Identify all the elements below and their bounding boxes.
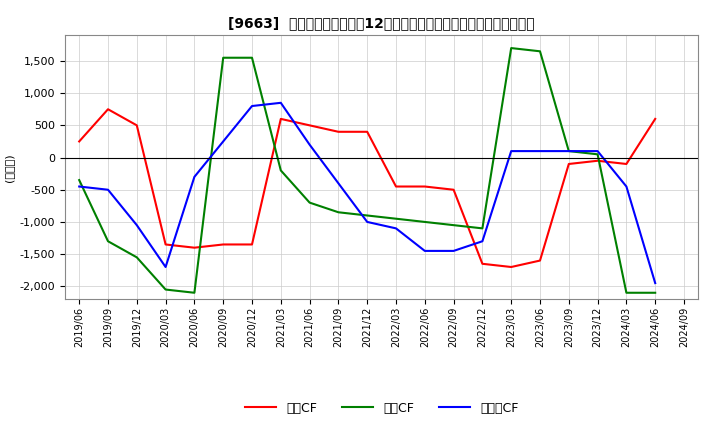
- フリーCF: [392, 226, 400, 231]
- フリーCF: [478, 238, 487, 244]
- フリーCF: [507, 148, 516, 154]
- 営業CF: [305, 123, 314, 128]
- 投資CF: [363, 213, 372, 218]
- 営業CF: [248, 242, 256, 247]
- 投資CF: [161, 287, 170, 292]
- フリーCF: [363, 219, 372, 224]
- フリーCF: [219, 139, 228, 144]
- 投資CF: [420, 219, 429, 224]
- フリーCF: [161, 264, 170, 270]
- 投資CF: [132, 255, 141, 260]
- Title: [9663]  キャッシュフローの12か月移動合計の対前年同期増減額の推移: [9663] キャッシュフローの12か月移動合計の対前年同期増減額の推移: [228, 16, 535, 30]
- フリーCF: [593, 148, 602, 154]
- 投資CF: [334, 209, 343, 215]
- フリーCF: [564, 148, 573, 154]
- フリーCF: [651, 280, 660, 286]
- 投資CF: [75, 177, 84, 183]
- 営業CF: [507, 264, 516, 270]
- 投資CF: [478, 226, 487, 231]
- 営業CF: [276, 116, 285, 121]
- フリーCF: [190, 174, 199, 180]
- 投資CF: [190, 290, 199, 295]
- 営業CF: [334, 129, 343, 135]
- 営業CF: [392, 184, 400, 189]
- 営業CF: [190, 245, 199, 250]
- フリーCF: [334, 181, 343, 186]
- フリーCF: [75, 184, 84, 189]
- フリーCF: [449, 248, 458, 253]
- 営業CF: [104, 106, 112, 112]
- 営業CF: [536, 258, 544, 263]
- 投資CF: [305, 200, 314, 205]
- 投資CF: [248, 55, 256, 60]
- 投資CF: [651, 290, 660, 295]
- フリーCF: [276, 100, 285, 106]
- 投資CF: [449, 223, 458, 228]
- フリーCF: [536, 148, 544, 154]
- 営業CF: [449, 187, 458, 192]
- 営業CF: [75, 139, 84, 144]
- 営業CF: [420, 184, 429, 189]
- Line: 営業CF: 営業CF: [79, 109, 655, 267]
- Y-axis label: (百万円): (百万円): [4, 153, 14, 182]
- フリーCF: [622, 184, 631, 189]
- 営業CF: [219, 242, 228, 247]
- 営業CF: [478, 261, 487, 267]
- 投資CF: [276, 168, 285, 173]
- 投資CF: [392, 216, 400, 221]
- 営業CF: [363, 129, 372, 135]
- 投資CF: [219, 55, 228, 60]
- 投資CF: [593, 152, 602, 157]
- フリーCF: [132, 223, 141, 228]
- 営業CF: [593, 158, 602, 163]
- Line: フリーCF: フリーCF: [79, 103, 655, 283]
- Legend: 営業CF, 投資CF, フリーCF: 営業CF, 投資CF, フリーCF: [240, 397, 523, 420]
- フリーCF: [248, 103, 256, 109]
- 投資CF: [507, 45, 516, 51]
- 営業CF: [651, 116, 660, 121]
- フリーCF: [420, 248, 429, 253]
- 投資CF: [536, 49, 544, 54]
- Line: 投資CF: 投資CF: [79, 48, 655, 293]
- 営業CF: [564, 161, 573, 167]
- 営業CF: [161, 242, 170, 247]
- フリーCF: [104, 187, 112, 192]
- 投資CF: [564, 148, 573, 154]
- フリーCF: [305, 142, 314, 147]
- 投資CF: [622, 290, 631, 295]
- 投資CF: [104, 238, 112, 244]
- 営業CF: [132, 123, 141, 128]
- 営業CF: [622, 161, 631, 167]
